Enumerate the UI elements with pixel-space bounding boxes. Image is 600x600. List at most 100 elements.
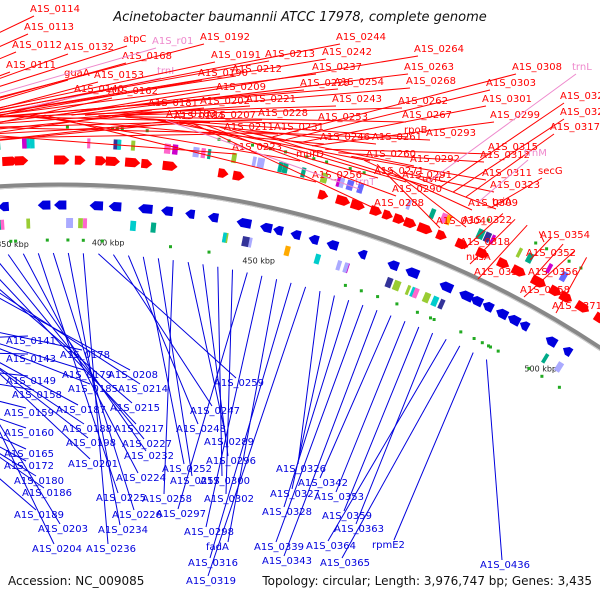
- reverse-gene-arrow: [482, 301, 495, 313]
- forward-label-leader: [298, 105, 487, 144]
- forward-gene-arrow-shape: [140, 158, 153, 169]
- forward-label-leader: [84, 87, 411, 116]
- reverse-label-leader: [283, 310, 378, 557]
- feature-box-outer: [206, 148, 212, 160]
- forward-label-leader: [0, 119, 263, 128]
- forward-label-leader: [0, 121, 211, 135]
- forward-label-leader: [0, 75, 237, 114]
- forward-gene-label: secG: [538, 166, 563, 177]
- forward-gene-arrow-shape: [454, 237, 469, 250]
- marker-dot-inner: [66, 238, 70, 242]
- forward-gene-label: A1S_0352: [526, 248, 576, 259]
- reverse-label-leader: [0, 278, 137, 425]
- marker-dot-outer: [305, 155, 309, 159]
- marker-dot-inner: [429, 316, 432, 320]
- feature-box-outer: [0, 139, 1, 151]
- forward-label-leader: [538, 231, 545, 243]
- forward-gene-label: A1S_0263: [404, 62, 454, 73]
- reverse-gene-arrow-shape: [519, 321, 531, 332]
- forward-gene-label: A1S_0271: [374, 166, 424, 177]
- forward-label-leader: [427, 73, 577, 183]
- forward-gene-arrow: [510, 264, 526, 277]
- reverse-label-leader: [37, 253, 119, 494]
- reverse-label-leader: [0, 362, 79, 406]
- feature-box-outer: [277, 161, 284, 173]
- reverse-label-leader: [0, 373, 91, 460]
- reverse-gene-arrow-shape: [470, 295, 485, 308]
- forward-label-leader: [523, 250, 576, 298]
- forward-gene-label: A1S_0209: [216, 82, 266, 93]
- reverse-label-leader: [187, 261, 227, 438]
- reverse-label-leader: [112, 254, 213, 407]
- reverse-gene-label: A1S_0160: [4, 428, 54, 439]
- forward-label-leader: [0, 120, 171, 141]
- forward-gene-arrow-shape: [217, 168, 229, 178]
- forward-label-leader: [376, 163, 441, 229]
- feature-box-outer: [545, 263, 554, 274]
- reverse-gene-arrow-shape: [273, 225, 284, 236]
- reverse-gene-label: A1S_0180: [14, 476, 64, 487]
- marker-dot-outer: [65, 125, 69, 129]
- forward-gene-arrow-shape: [317, 189, 329, 200]
- forward-gene-arrow-shape: [162, 160, 178, 171]
- reverse-gene-label: A1S_0436: [480, 560, 530, 571]
- backbone-arc: [0, 182, 600, 352]
- forward-label-leader: [205, 124, 397, 197]
- reverse-label-leader: [0, 332, 83, 351]
- reverse-label-leader: [217, 266, 223, 477]
- feature-box-outer: [319, 172, 329, 184]
- forward-label-leader: [351, 155, 487, 181]
- backbone-highlight: [0, 186, 600, 352]
- forward-label-leader: [325, 148, 493, 155]
- reverse-gene-label: A1S_0359: [322, 511, 372, 522]
- reverse-gene-arrow: [37, 200, 51, 210]
- reverse-gene-arrow-shape: [387, 260, 400, 272]
- reverse-gene-label: A1S_0204: [32, 544, 82, 555]
- reverse-gene-arrow-shape: [326, 240, 340, 251]
- feature-box-outer: [230, 152, 238, 164]
- forward-gene-label: trnT: [355, 177, 376, 188]
- reverse-gene-arrow-shape: [562, 347, 574, 358]
- forward-gene-arrow: [162, 160, 178, 171]
- forward-gene-arrow-shape: [54, 155, 70, 165]
- reverse-label-leader: [163, 260, 174, 495]
- marker-dot-outer: [362, 171, 366, 175]
- reverse-gene-label: A1S_0215: [110, 403, 160, 414]
- forward-gene-label: A1S_0358: [520, 285, 570, 296]
- feature-box-outer: [488, 234, 497, 245]
- forward-gene-arrow-shape: [95, 156, 107, 166]
- reverse-gene-label: A1S_0258: [142, 494, 192, 505]
- forward-gene-label: A1S_0288: [374, 198, 424, 209]
- reverse-gene-label: A1S_0189: [14, 510, 64, 521]
- reverse-label-leader: [225, 269, 233, 495]
- reverse-gene-arrow-shape: [459, 290, 475, 303]
- marker-dot-inner: [415, 310, 419, 314]
- reverse-gene-arrow-shape: [54, 200, 67, 210]
- forward-label-leader: [179, 121, 379, 179]
- marker-dot-inner: [100, 239, 104, 243]
- forward-label-leader: [152, 118, 371, 162]
- forward-gene-label: A1S_0262: [398, 96, 448, 107]
- forward-gene-arrow-shape: [14, 156, 29, 166]
- forward-label-leader: [0, 61, 216, 109]
- reverse-gene-label: A1S_0198: [66, 438, 116, 449]
- forward-label-leader: [0, 93, 221, 123]
- marker-dot-outer: [111, 126, 114, 130]
- reverse-gene-arrow-shape: [439, 281, 455, 294]
- forward-label-leader: [463, 213, 504, 250]
- reverse-gene-label: A1S_0232: [124, 451, 174, 462]
- forward-gene-label: A1S_0267: [402, 110, 452, 121]
- forward-gene-label: A1S_0114: [30, 4, 80, 15]
- forward-label-leader: [57, 55, 419, 116]
- reverse-label-leader: [82, 253, 109, 545]
- reverse-gene-label: A1S_0342: [298, 478, 348, 489]
- reverse-gene-label: A1S_0234: [98, 525, 148, 536]
- reverse-label-leader: [7, 254, 147, 452]
- forward-gene-label: A1S_0132: [64, 42, 114, 53]
- feature-box-outer: [200, 147, 207, 159]
- reverse-gene-arrow: [207, 212, 219, 223]
- reverse-gene-label: A1S_0158: [12, 390, 62, 401]
- reverse-gene-arrow-shape: [290, 230, 302, 241]
- reverse-gene-arrow: [519, 321, 531, 332]
